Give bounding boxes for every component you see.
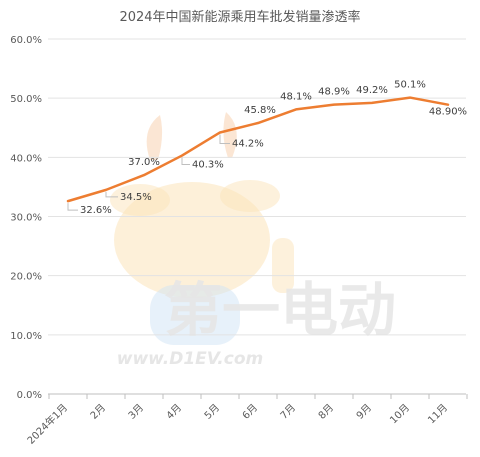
data-label: 44.2% [232, 138, 264, 149]
data-label: 50.1% [394, 80, 426, 91]
x-tick-label: 10月 [388, 402, 413, 427]
x-tick-label: 2024年1月 [24, 401, 70, 447]
label-leader-line [181, 157, 190, 166]
mascot-thumb [272, 238, 294, 293]
series-line [66, 96, 450, 203]
mascot-body [150, 285, 240, 345]
label-leader-line [67, 203, 78, 211]
x-tick-label: 9月 [354, 402, 374, 422]
x-tick-label: 7月 [278, 402, 298, 422]
data-label: 45.8% [244, 105, 276, 116]
x-tick-label: 2月 [88, 402, 108, 422]
data-label: 48.90% [429, 107, 467, 118]
x-tick-label: 6月 [240, 402, 260, 422]
series-line-path [66, 96, 450, 203]
y-tick-label: 20.0% [10, 272, 42, 283]
mascot-antler-right [223, 112, 237, 158]
chart-title: 2024年中国新能源乘用车批发销量渗透率 [119, 10, 361, 25]
x-tick-label: 11月 [426, 402, 451, 427]
x-axis: 2024年1月 2月 3月 4月 5月 6月 7月 8月 9月 10月 11月 [24, 394, 468, 447]
data-labels: 32.6% 34.5% 37.0% 40.3% 44.2% 45.8% 48.1% 48.9%… [67, 80, 467, 216]
y-tick-label: 10.0% [10, 331, 42, 342]
y-tick-label: 40.0% [10, 153, 42, 164]
mascot-ear-right [220, 180, 280, 212]
data-label: 49.2% [356, 85, 388, 96]
x-tick-label: 8月 [316, 402, 336, 422]
x-tick-label: 3月 [126, 402, 146, 422]
watermark: 第一电动 www.D1EV.com [110, 112, 396, 369]
y-tick-label: 60.0% [10, 35, 42, 46]
y-tick-label: 0.0% [17, 390, 42, 401]
data-label: 32.6% [80, 205, 112, 216]
mascot-ear-left [110, 184, 170, 216]
watermark-brand: 第一电动 [164, 276, 396, 344]
x-tick-label: 5月 [202, 402, 222, 422]
x-tick-label: 4月 [164, 402, 184, 422]
label-leader-line [105, 191, 118, 198]
label-leader-line [219, 134, 230, 144]
data-label: 37.0% [128, 157, 160, 168]
watermark-url: www.D1EV.com [117, 349, 263, 369]
gridlines [48, 38, 466, 395]
data-label: 40.3% [192, 160, 224, 171]
y-tick-label: 30.0% [10, 213, 42, 224]
data-label: 48.9% [318, 87, 350, 98]
mascot-antler-left [146, 115, 163, 160]
data-label: 48.1% [280, 91, 312, 102]
data-label: 34.5% [120, 192, 152, 203]
y-tick-label: 50.0% [10, 94, 42, 105]
y-axis: 0.0% 10.0% 20.0% 30.0% 40.0% 50.0% 60.0% [10, 35, 42, 401]
